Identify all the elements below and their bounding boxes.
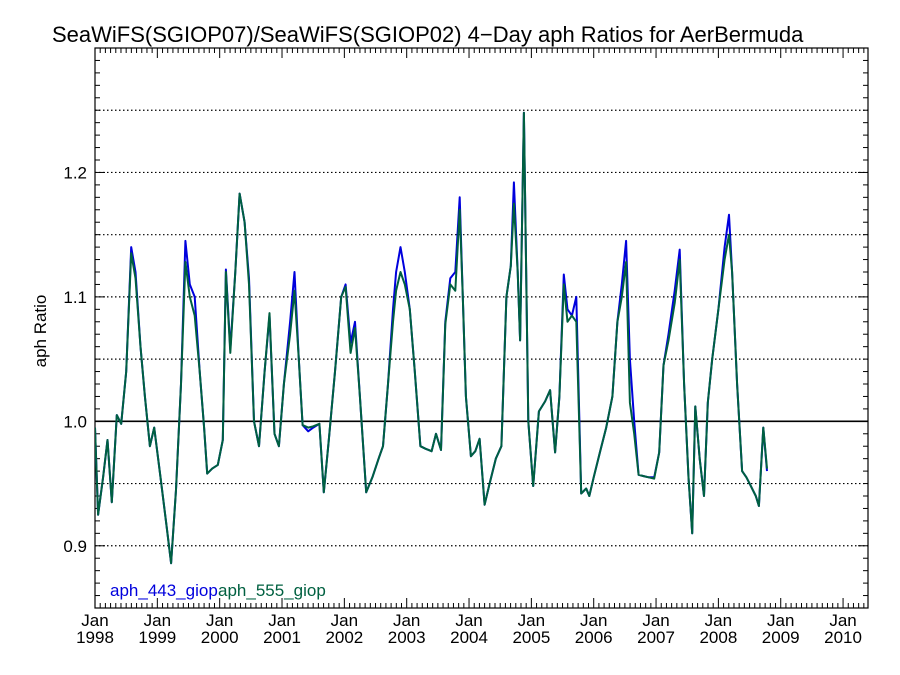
y-axis-label: aph Ratio: [31, 295, 50, 368]
x-tick-year-label: 2008: [699, 628, 737, 647]
x-tick-year-label: 2007: [637, 628, 675, 647]
x-tick-year-label: 2009: [762, 628, 800, 647]
y-tick-label: 1.1: [63, 288, 87, 307]
x-tick-month-label: Jan: [705, 611, 732, 630]
x-tick-year-label: 2000: [201, 628, 239, 647]
x-tick-year-label: 2002: [325, 628, 363, 647]
series-line-aph_555_giop: [95, 111, 768, 565]
y-tick-label: 1.0: [63, 412, 87, 431]
x-tick-month-label: Jan: [144, 611, 171, 630]
y-tick-label: 0.9: [63, 537, 87, 556]
y-tick-label: 1.2: [63, 163, 87, 182]
x-tick-month-label: Jan: [767, 611, 794, 630]
legend-entry-aph_555_giop: aph_555_giop: [218, 581, 326, 600]
x-tick-year-label: 2001: [263, 628, 301, 647]
x-tick-month-label: Jan: [268, 611, 295, 630]
x-tick-year-label: 1999: [138, 628, 176, 647]
x-tick-month-label: Jan: [455, 611, 482, 630]
x-tick-month-label: Jan: [206, 611, 233, 630]
x-tick-month-label: Jan: [642, 611, 669, 630]
x-tick-year-label: 2006: [575, 628, 613, 647]
chart-title: SeaWiFS(SGIOP07)/SeaWiFS(SGIOP02) 4−Day …: [52, 22, 804, 47]
x-tick-year-label: 2005: [512, 628, 550, 647]
series-lines: [95, 111, 768, 565]
x-tick-year-label: 2004: [450, 628, 488, 647]
axes: 0.91.01.11.2Jan1998Jan1999Jan2000Jan2001…: [63, 47, 869, 647]
x-tick-month-label: Jan: [518, 611, 545, 630]
x-tick-month-label: Jan: [580, 611, 607, 630]
gridlines: [95, 109, 868, 547]
x-tick-month-label: Jan: [331, 611, 358, 630]
legend-entry-aph_443_giop: aph_443_giop: [110, 581, 218, 600]
legend: aph_443_giop aph_555_giop: [110, 581, 326, 600]
plot-frame: [94, 47, 869, 609]
x-tick-year-label: 1998: [76, 628, 114, 647]
x-tick-month-label: Jan: [393, 611, 420, 630]
x-tick-month-label: Jan: [81, 611, 108, 630]
x-tick-month-label: Jan: [829, 611, 856, 630]
x-tick-year-label: 2003: [388, 628, 426, 647]
x-tick-year-label: 2010: [824, 628, 862, 647]
